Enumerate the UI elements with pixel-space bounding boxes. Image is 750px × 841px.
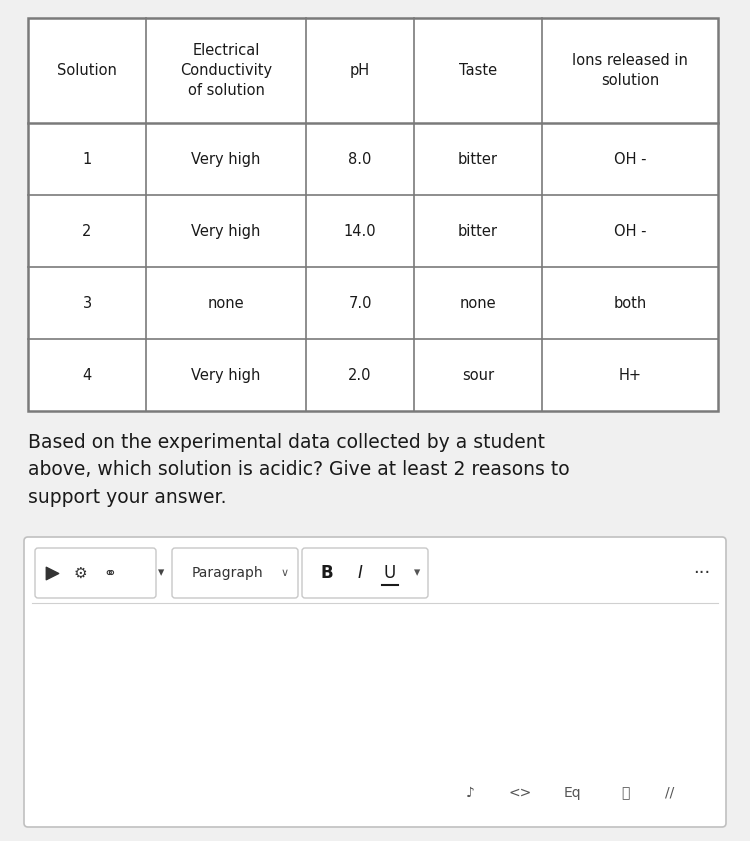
Text: sour: sour	[462, 368, 494, 383]
Text: none: none	[460, 295, 497, 310]
FancyBboxPatch shape	[172, 548, 298, 598]
Text: ∨: ∨	[281, 568, 289, 578]
FancyBboxPatch shape	[24, 537, 726, 827]
Text: Solution: Solution	[57, 63, 117, 78]
Text: 8.0: 8.0	[348, 151, 372, 167]
Text: 7.0: 7.0	[348, 295, 372, 310]
Text: Based on the experimental data collected by a student
above, which solution is a: Based on the experimental data collected…	[28, 433, 570, 506]
Text: ▾: ▾	[158, 567, 164, 579]
Text: bitter: bitter	[458, 224, 498, 239]
Text: 2: 2	[82, 224, 92, 239]
Text: Taste: Taste	[459, 63, 497, 78]
Text: U: U	[384, 564, 396, 582]
Text: 14.0: 14.0	[344, 224, 376, 239]
Text: H+: H+	[619, 368, 641, 383]
Text: none: none	[208, 295, 245, 310]
Text: ⚭: ⚭	[104, 565, 116, 580]
Text: OH -: OH -	[614, 224, 646, 239]
Text: 4: 4	[82, 368, 92, 383]
Text: Very high: Very high	[191, 151, 261, 167]
FancyBboxPatch shape	[35, 548, 156, 598]
Text: Paragraph: Paragraph	[191, 566, 262, 580]
Text: ⚙: ⚙	[74, 565, 87, 580]
Text: ···: ···	[693, 564, 711, 582]
Text: both: both	[614, 295, 646, 310]
Text: Ions released in
solution: Ions released in solution	[572, 53, 688, 88]
Text: I: I	[358, 564, 362, 582]
Text: B: B	[321, 564, 333, 582]
Text: Eq: Eq	[563, 786, 580, 800]
Text: ▾: ▾	[414, 567, 420, 579]
Text: Very high: Very high	[191, 224, 261, 239]
Text: Electrical
Conductivity
of solution: Electrical Conductivity of solution	[180, 43, 272, 98]
Text: 1: 1	[82, 151, 92, 167]
Text: Very high: Very high	[191, 368, 261, 383]
Text: ♪: ♪	[466, 786, 475, 800]
Bar	[28, 18, 718, 411]
Text: bitter: bitter	[458, 151, 498, 167]
Bar	[28, 18, 718, 411]
Text: 3: 3	[82, 295, 92, 310]
Text: pH: pH	[350, 63, 370, 78]
Text: ⤢: ⤢	[621, 786, 629, 800]
Text: OH -: OH -	[614, 151, 646, 167]
Text: //: //	[665, 786, 675, 800]
Text: <>: <>	[509, 786, 532, 800]
FancyBboxPatch shape	[302, 548, 428, 598]
Text: 2.0: 2.0	[348, 368, 372, 383]
